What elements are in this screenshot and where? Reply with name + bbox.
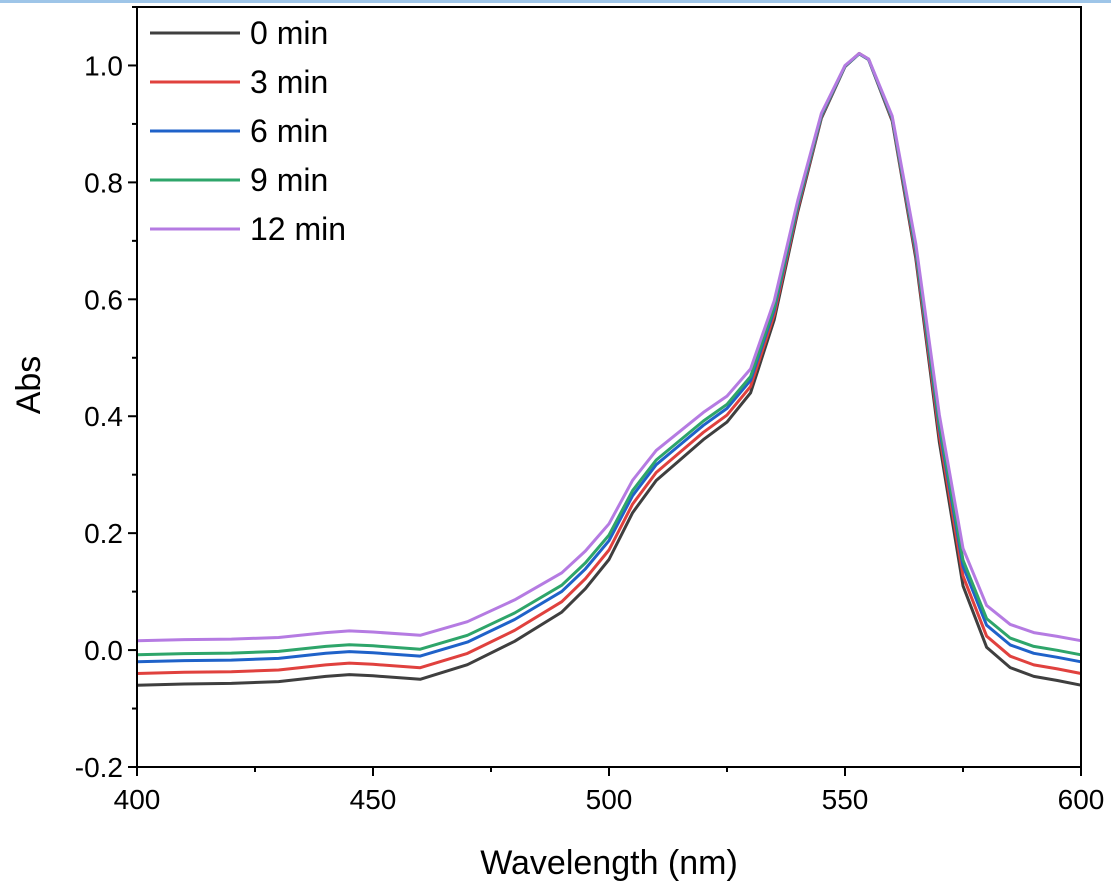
y-axis-label: Abs [10, 356, 48, 415]
plot-lines [136, 51, 1082, 687]
x-tick-label: 450 [350, 784, 397, 815]
y-tick-label: 1.0 [84, 50, 123, 81]
y-tick-label: 0.4 [84, 401, 123, 432]
x-axis-label: Wavelength (nm) [480, 844, 738, 882]
top-border [0, 0, 1111, 3]
legend-label: 12 min [250, 211, 346, 247]
legend-label: 9 min [250, 162, 328, 198]
x-tick-label: 600 [1058, 784, 1105, 815]
y-tick-label: 0.2 [84, 518, 123, 549]
y-tick-label: -0.2 [75, 752, 123, 783]
x-tick-label: 500 [586, 784, 633, 815]
series-line [136, 52, 1082, 643]
x-tick-label: 550 [822, 784, 869, 815]
y-tick-label: 0.0 [84, 635, 123, 666]
legend-label: 6 min [250, 113, 328, 149]
y-axis: -0.2 0.0 0.2 0.4 0.6 0.8 1.0 [75, 6, 137, 783]
x-tick-label: 400 [114, 784, 161, 815]
series-line [136, 52, 1082, 657]
y-tick-label: 0.8 [84, 167, 123, 198]
y-tick-label: 0.6 [84, 284, 123, 315]
legend: 0 min 3 min 6 min 9 min 12 min [150, 15, 346, 247]
legend-label: 0 min [250, 15, 328, 51]
legend-label: 3 min [250, 64, 328, 100]
x-axis: 400 450 500 550 600 [114, 767, 1105, 815]
